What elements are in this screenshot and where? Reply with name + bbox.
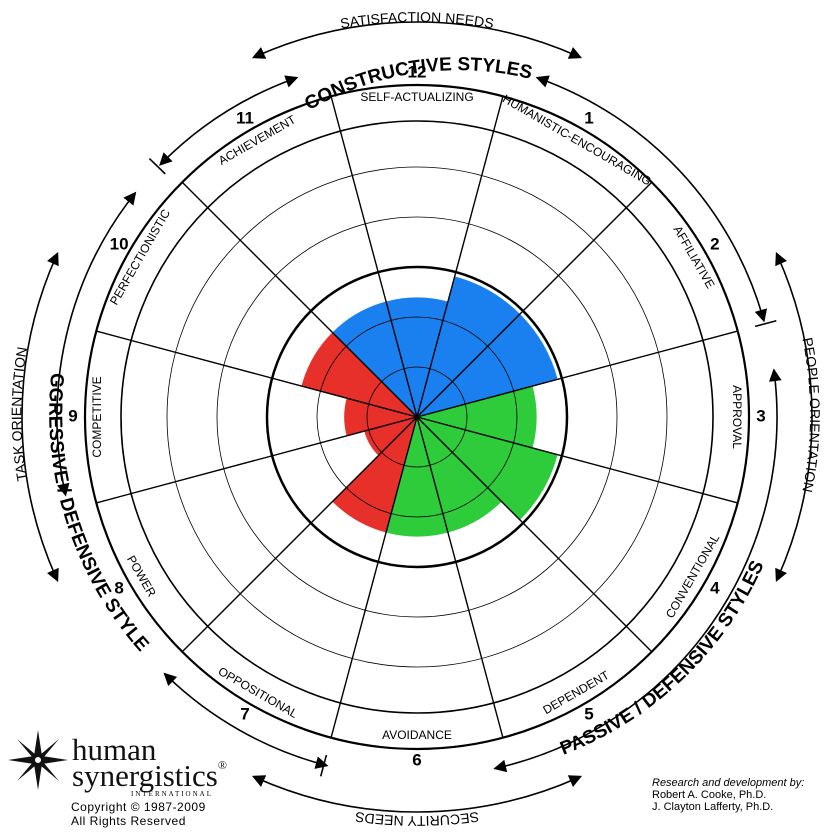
spoke-line (330, 96, 418, 418)
fill-segment-1 (417, 276, 520, 417)
constructive-arc-left (159, 75, 299, 166)
segment-number-1: 1 (584, 109, 593, 128)
label-ring-inner (120, 120, 714, 714)
segment-number-6: 6 (412, 750, 421, 769)
fill-segment-4 (417, 417, 558, 520)
fill-segment-8 (364, 417, 417, 456)
people-arrow (775, 251, 813, 583)
segment-number-11: 11 (236, 109, 254, 128)
grid-ring (366, 366, 468, 468)
divider-tick (319, 754, 328, 777)
segment-number-12: 12 (408, 62, 427, 81)
divider-tick (148, 158, 166, 175)
fill-segment-5 (417, 417, 502, 533)
grid-ring (166, 166, 668, 668)
fill-segment-12 (386, 297, 448, 417)
rights-text: All Rights Reserved (71, 814, 186, 828)
spoke-line (181, 181, 418, 418)
fill-segment-10 (301, 332, 417, 417)
segment-number-9: 9 (68, 406, 77, 425)
research-credits: Research and development by: Robert A. C… (652, 777, 804, 813)
fill-segment-11 (332, 301, 417, 417)
satisfaction-needs-label: SATISFACTION NEEDS (339, 9, 495, 32)
brand-international: INTERNATIONAL (131, 790, 213, 798)
copyright-text: Copyright © 1987-2009 (71, 800, 206, 814)
brand-name-line2: synergistics® (72, 758, 227, 793)
spoke-line (416, 96, 504, 418)
task-arrow (21, 251, 59, 583)
satisfaction-arrow (251, 21, 583, 59)
spoke-line (96, 416, 418, 504)
grid-ring (316, 316, 518, 518)
grid-ring (265, 265, 569, 569)
grid-lines (83, 83, 751, 751)
security-needs-label: SECURITY NEEDS (354, 809, 480, 829)
divider-tick (754, 319, 777, 328)
segment-label-3: APPROVAL (730, 385, 744, 449)
spoke-line (416, 181, 653, 418)
spoke-line (416, 416, 504, 738)
spoke-line (416, 416, 738, 504)
segment-number-3: 3 (756, 406, 765, 425)
profile-fills (301, 276, 558, 537)
segment-number-8: 8 (114, 578, 123, 597)
constructive-arc-right (535, 75, 767, 323)
segment-label-7: OPPOSITIONAL (216, 664, 301, 721)
segment-label-9: COMPETITIVE (90, 376, 104, 457)
segment-number-10: 10 (110, 234, 129, 253)
spoke-line (330, 416, 418, 738)
segment-number-5: 5 (584, 704, 593, 723)
aggressive-arc-lower (163, 672, 329, 769)
outer-arrows (21, 21, 813, 813)
spoke-line (416, 416, 653, 653)
segment-label-11: ACHIEVEMENT (216, 112, 299, 168)
fill-segment-6 (386, 417, 448, 537)
segment-label-8: POWER (124, 553, 159, 600)
segment-label-4: CONVENTIONAL (663, 531, 723, 620)
segment-number-4: 4 (710, 578, 720, 597)
credits-author-1: Robert A. Cooke, Ph.D. (652, 789, 767, 801)
label-ring-outer (83, 83, 751, 751)
people-orientation-label: PEOPLE ORIENTATION (799, 336, 823, 494)
segment-number-7: 7 (240, 704, 249, 723)
spoke-line (96, 330, 418, 418)
passive-arc (493, 368, 782, 773)
fill-segment-3 (417, 386, 537, 448)
grid-ring (216, 216, 618, 618)
segment-label-6: AVOIDANCE (382, 728, 452, 742)
task-orientation-label: TASK ORIENTATION (8, 346, 30, 483)
fill-segment-7 (332, 417, 417, 533)
security-arrow (251, 775, 583, 813)
human-synergistics-logo: human synergistics® INTERNATIONAL Copyri… (6, 728, 246, 828)
segment-label-12: SELF-ACTUALIZING (360, 90, 473, 104)
compass-star-icon (8, 730, 68, 790)
fill-segment-2 (417, 314, 558, 417)
brand-name-line1: human (72, 732, 157, 767)
credits-author-2: J. Clayton Lafferty, Ph.D. (652, 801, 774, 813)
aggressive-arc-upper (56, 191, 137, 497)
segment-number-2: 2 (710, 234, 719, 253)
segment-label-10: PERFECTIONISTIC (107, 207, 173, 308)
spoke-line (181, 416, 418, 653)
spoke-line (416, 330, 738, 418)
fill-segment-9 (344, 398, 417, 436)
credits-heading: Research and development by: (652, 777, 805, 789)
